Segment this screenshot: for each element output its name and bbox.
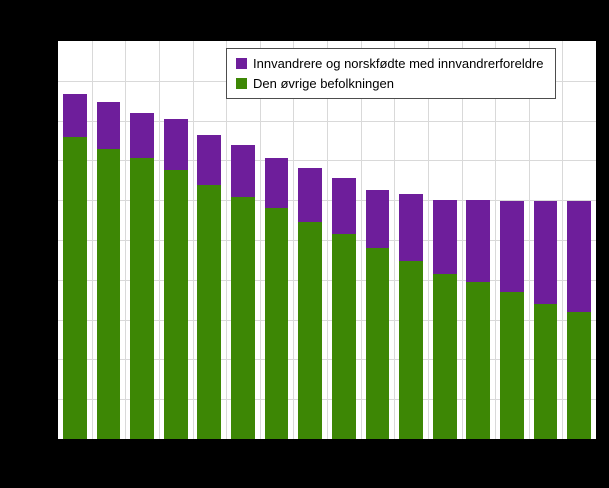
stacked-bar [231,145,255,439]
vertical-gridline [394,41,396,439]
stacked-bar [365,189,390,439]
bar-slot [327,41,361,439]
vertical-gridline [226,41,228,439]
bar-slot [293,41,327,439]
legend-swatch-green-icon [236,78,247,89]
segment-ovrige-befolkningen [466,282,491,439]
segment-innvandrere [466,199,491,283]
segment-innvandrere [533,201,558,305]
segment-innvandrere [432,199,457,274]
segment-ovrige-befolkningen [130,158,154,439]
segment-innvandrere [567,201,592,313]
legend-label-ovrige: Den øvrige befolkningen [253,76,394,91]
gridlines [58,41,596,439]
stacked-bar [331,177,356,439]
segment-ovrige-befolkningen [500,292,524,439]
vertical-gridline [461,41,463,439]
vertical-gridline [327,41,328,439]
vertical-gridline [495,41,497,439]
bar-slot [260,41,294,439]
segment-innvandrere [264,157,289,209]
vertical-gridline [528,41,530,439]
segment-ovrige-befolkningen [197,184,222,439]
stacked-bar [62,93,87,439]
legend-item-innvandrere: Innvandrere og norskfødte med innvandrer… [236,56,544,71]
vertical-gridline [360,41,362,439]
stacked-bar [96,101,121,439]
bar-slot [226,41,260,439]
segment-ovrige-befolkningen [567,312,592,439]
vertical-gridline [158,41,160,439]
stacked-bar [163,119,188,439]
segment-innvandrere [365,189,390,248]
segment-ovrige-befolkningen [231,197,255,439]
bar-slot [562,41,596,439]
vertical-gridline [293,41,295,439]
stacked-bar [567,201,592,439]
segment-ovrige-befolkningen [163,169,188,439]
segment-innvandrere [298,167,323,223]
segment-innvandrere [62,93,87,138]
legend: Innvandrere og norskfødte med innvandrer… [226,48,556,99]
stacked-bar [399,193,423,439]
bars [58,41,596,439]
vertical-gridline [192,41,194,439]
segment-ovrige-befolkningen [399,260,423,439]
legend-label-innvandrere: Innvandrere og norskfødte med innvandrer… [253,56,544,71]
bar-slot [125,41,159,439]
bar-slot [58,41,92,439]
bar-slot [193,41,227,439]
bar-slot [529,41,563,439]
segment-ovrige-befolkningen [264,208,289,439]
segment-ovrige-befolkningen [96,149,121,439]
segment-ovrige-befolkningen [432,273,457,439]
stacked-bar [197,135,222,439]
segment-ovrige-befolkningen [533,304,558,439]
segment-ovrige-befolkningen [365,247,390,439]
bar-slot [361,41,395,439]
bar-slot [495,41,529,439]
bar-slot [428,41,462,439]
stacked-bar [298,167,323,439]
plot-area: Innvandrere og norskfødte med innvandrer… [57,40,597,440]
vertical-gridline [125,41,127,439]
bar-slot [462,41,496,439]
segment-innvandrere [331,177,356,235]
legend-swatch-purple-icon [236,58,247,69]
stacked-bar [432,199,457,439]
segment-innvandrere [163,119,188,170]
segment-innvandrere [96,101,121,150]
segment-innvandrere [399,193,423,261]
vertical-gridline [427,41,429,439]
bar-slot [92,41,126,439]
stacked-bar [466,199,491,439]
segment-innvandrere [500,201,524,293]
vertical-gridline [259,41,261,439]
stacked-bar [500,201,524,439]
segment-innvandrere [130,113,154,159]
bar-slot [159,41,193,439]
stacked-bar [264,157,289,439]
stacked-bar [130,113,154,439]
segment-innvandrere [197,135,222,185]
vertical-gridline [91,41,93,439]
segment-ovrige-befolkningen [331,234,356,439]
segment-ovrige-befolkningen [298,222,323,439]
segment-innvandrere [231,145,255,198]
segment-ovrige-befolkningen [62,137,87,439]
bar-slot [394,41,428,439]
vertical-gridline [562,41,564,439]
stacked-bar [533,201,558,439]
legend-item-ovrige: Den øvrige befolkningen [236,76,544,91]
